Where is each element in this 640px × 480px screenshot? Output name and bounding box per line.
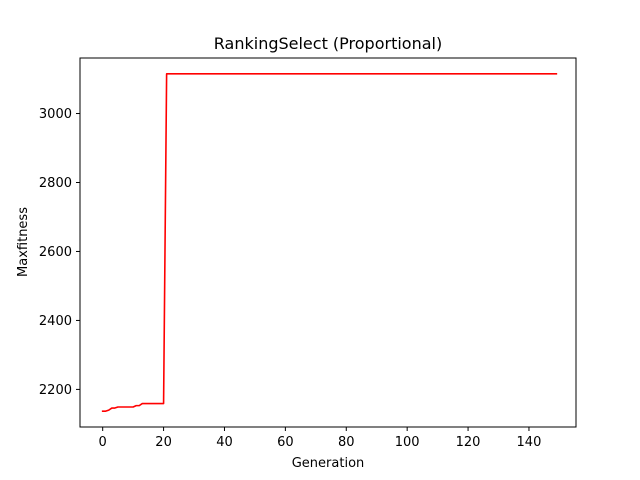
y-tick-label: 2200 bbox=[39, 383, 72, 398]
x-tick-label: 120 bbox=[456, 435, 481, 450]
y-axis-label: Maxfitness bbox=[16, 207, 31, 277]
y-tick-label: 3000 bbox=[39, 107, 72, 122]
series-line bbox=[101, 73, 558, 412]
series-layer bbox=[101, 73, 558, 412]
chart-title: RankingSelect (Proportional) bbox=[214, 34, 442, 53]
x-tick-label: 40 bbox=[216, 435, 233, 450]
x-axis-label: Generation bbox=[292, 456, 365, 471]
x-tick-label: 60 bbox=[277, 435, 294, 450]
x-tick-label: 0 bbox=[99, 435, 107, 450]
y-tick-label: 2400 bbox=[39, 314, 72, 329]
plot-area-frame bbox=[79, 57, 577, 428]
y-tick-label: 2600 bbox=[39, 245, 72, 260]
y-axis-ticks: 2200 2400 2600 2800 3000 bbox=[39, 107, 80, 398]
x-tick-label: 140 bbox=[517, 435, 542, 450]
x-tick-label: 80 bbox=[338, 435, 355, 450]
x-axis-ticks: 0 20 40 60 80 100 120 140 bbox=[99, 427, 542, 450]
y-tick-label: 2800 bbox=[39, 176, 72, 191]
x-tick-label: 20 bbox=[155, 435, 172, 450]
x-tick-label: 100 bbox=[395, 435, 420, 450]
